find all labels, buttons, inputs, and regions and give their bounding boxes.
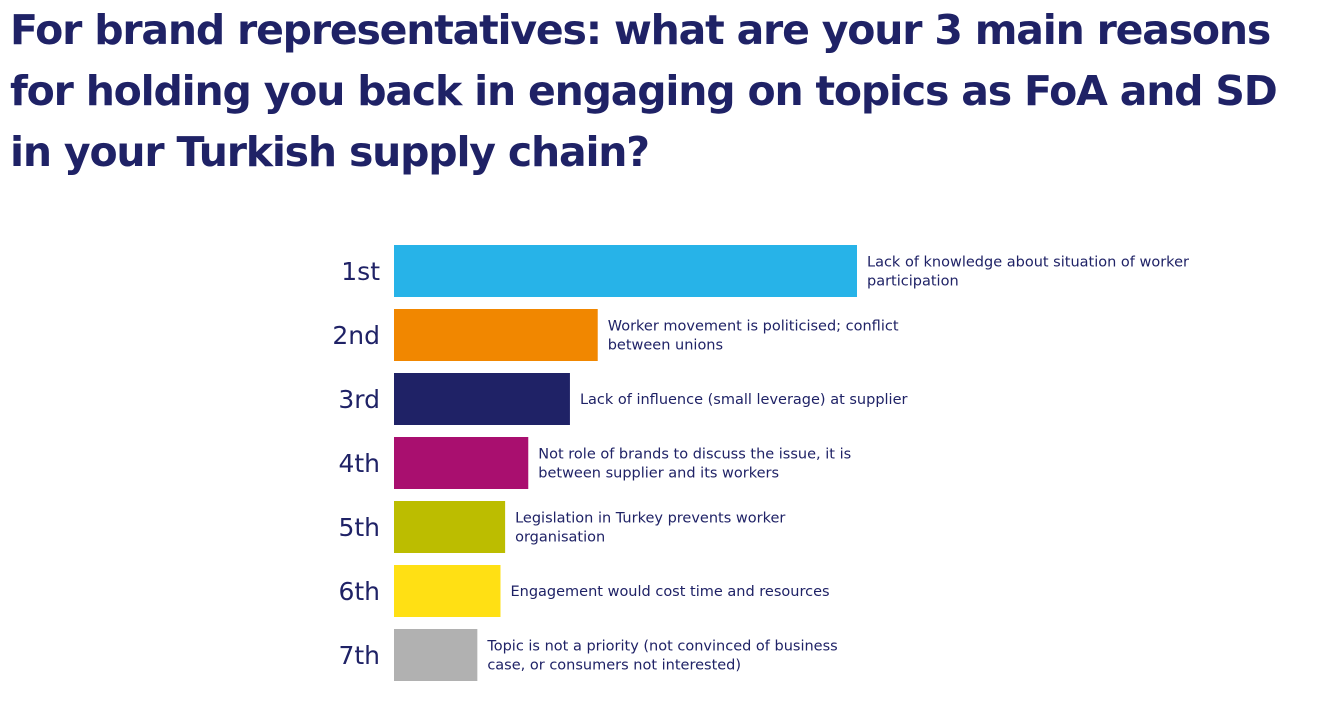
bar	[394, 309, 598, 361]
bar-group-3rd: 3rd Lack of influence (small leverage) at…	[338, 373, 908, 425]
bar-group-1st: 1st Lack of knowledge about situation of …	[341, 245, 1189, 297]
bar-label: Engagement would cost time and resources	[510, 584, 829, 600]
bar	[394, 437, 529, 489]
bar-label: Worker movement is politicised; conflict…	[608, 319, 899, 354]
rank-label: 4th	[338, 449, 380, 478]
bar-label: Lack of knowledge about situation of wor…	[867, 255, 1189, 290]
bar-group-7th: 7th Topic is not a priority (not convince…	[338, 629, 838, 681]
rank-label: 5th	[338, 513, 380, 542]
bar-label-line: Not role of brands to discuss the issue,…	[538, 447, 851, 463]
rank-label: 7th	[338, 641, 380, 670]
bar-label: Lack of influence (small leverage) at su…	[580, 392, 908, 408]
bar-group-5th: 5th Legislation in Turkey prevents worker…	[338, 501, 785, 553]
bar-label-line: organisation	[515, 530, 605, 546]
bar-label: Not role of brands to discuss the issue,…	[538, 447, 851, 482]
chart-title: For brand representatives: what are your…	[10, 6, 1278, 176]
rank-label: 2nd	[332, 321, 380, 350]
bar-label-line: Topic is not a priority (not convinced o…	[486, 639, 837, 655]
rank-label: 3rd	[338, 385, 380, 414]
bar-label-line: Engagement would cost time and resources	[510, 584, 829, 600]
bar	[394, 373, 570, 425]
bar-label-line: Lack of influence (small leverage) at su…	[580, 392, 908, 408]
bar	[394, 501, 506, 553]
bar	[394, 565, 501, 617]
bar-label-line: Legislation in Turkey prevents worker	[515, 511, 785, 527]
bar-label-line: participation	[867, 274, 959, 290]
rank-label: 6th	[338, 577, 380, 606]
bar-group-4th: 4th Not role of brands to discuss the iss…	[338, 437, 851, 489]
bar-label-line: Lack of knowledge about situation of wor…	[867, 255, 1189, 271]
bar-label-line: between supplier and its workers	[538, 466, 779, 482]
rank-label: 1st	[341, 257, 380, 286]
bar	[394, 245, 857, 297]
bar-label-line: Worker movement is politicised; conflict	[608, 319, 899, 335]
bar-label: Topic is not a priority (not convinced o…	[486, 639, 837, 674]
bar-label-line: case, or consumers not interested)	[487, 658, 741, 674]
bar-group-6th: 6th Engagement would cost time and resour…	[338, 565, 830, 617]
bar	[394, 629, 478, 681]
bar-label-line: between unions	[608, 338, 723, 354]
bar-group-2nd: 2nd Worker movement is politicised; confl…	[332, 309, 899, 361]
bar-label: Legislation in Turkey prevents worker org…	[515, 511, 785, 546]
